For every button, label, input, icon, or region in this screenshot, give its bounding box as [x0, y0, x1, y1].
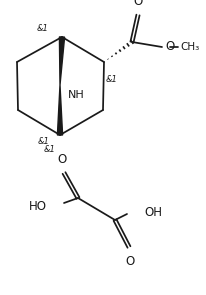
Text: &1: &1: [44, 145, 56, 154]
Text: &1: &1: [36, 24, 48, 33]
Text: HO: HO: [29, 199, 47, 212]
Text: CH₃: CH₃: [180, 42, 199, 52]
Text: &1: &1: [106, 75, 118, 84]
Text: O: O: [165, 40, 174, 53]
Text: NH: NH: [68, 90, 85, 100]
Text: O: O: [57, 153, 67, 166]
Text: OH: OH: [144, 206, 162, 219]
Polygon shape: [59, 37, 65, 85]
Polygon shape: [57, 85, 63, 135]
Text: &1: &1: [38, 137, 50, 147]
Text: O: O: [125, 255, 135, 268]
Text: O: O: [133, 0, 143, 8]
